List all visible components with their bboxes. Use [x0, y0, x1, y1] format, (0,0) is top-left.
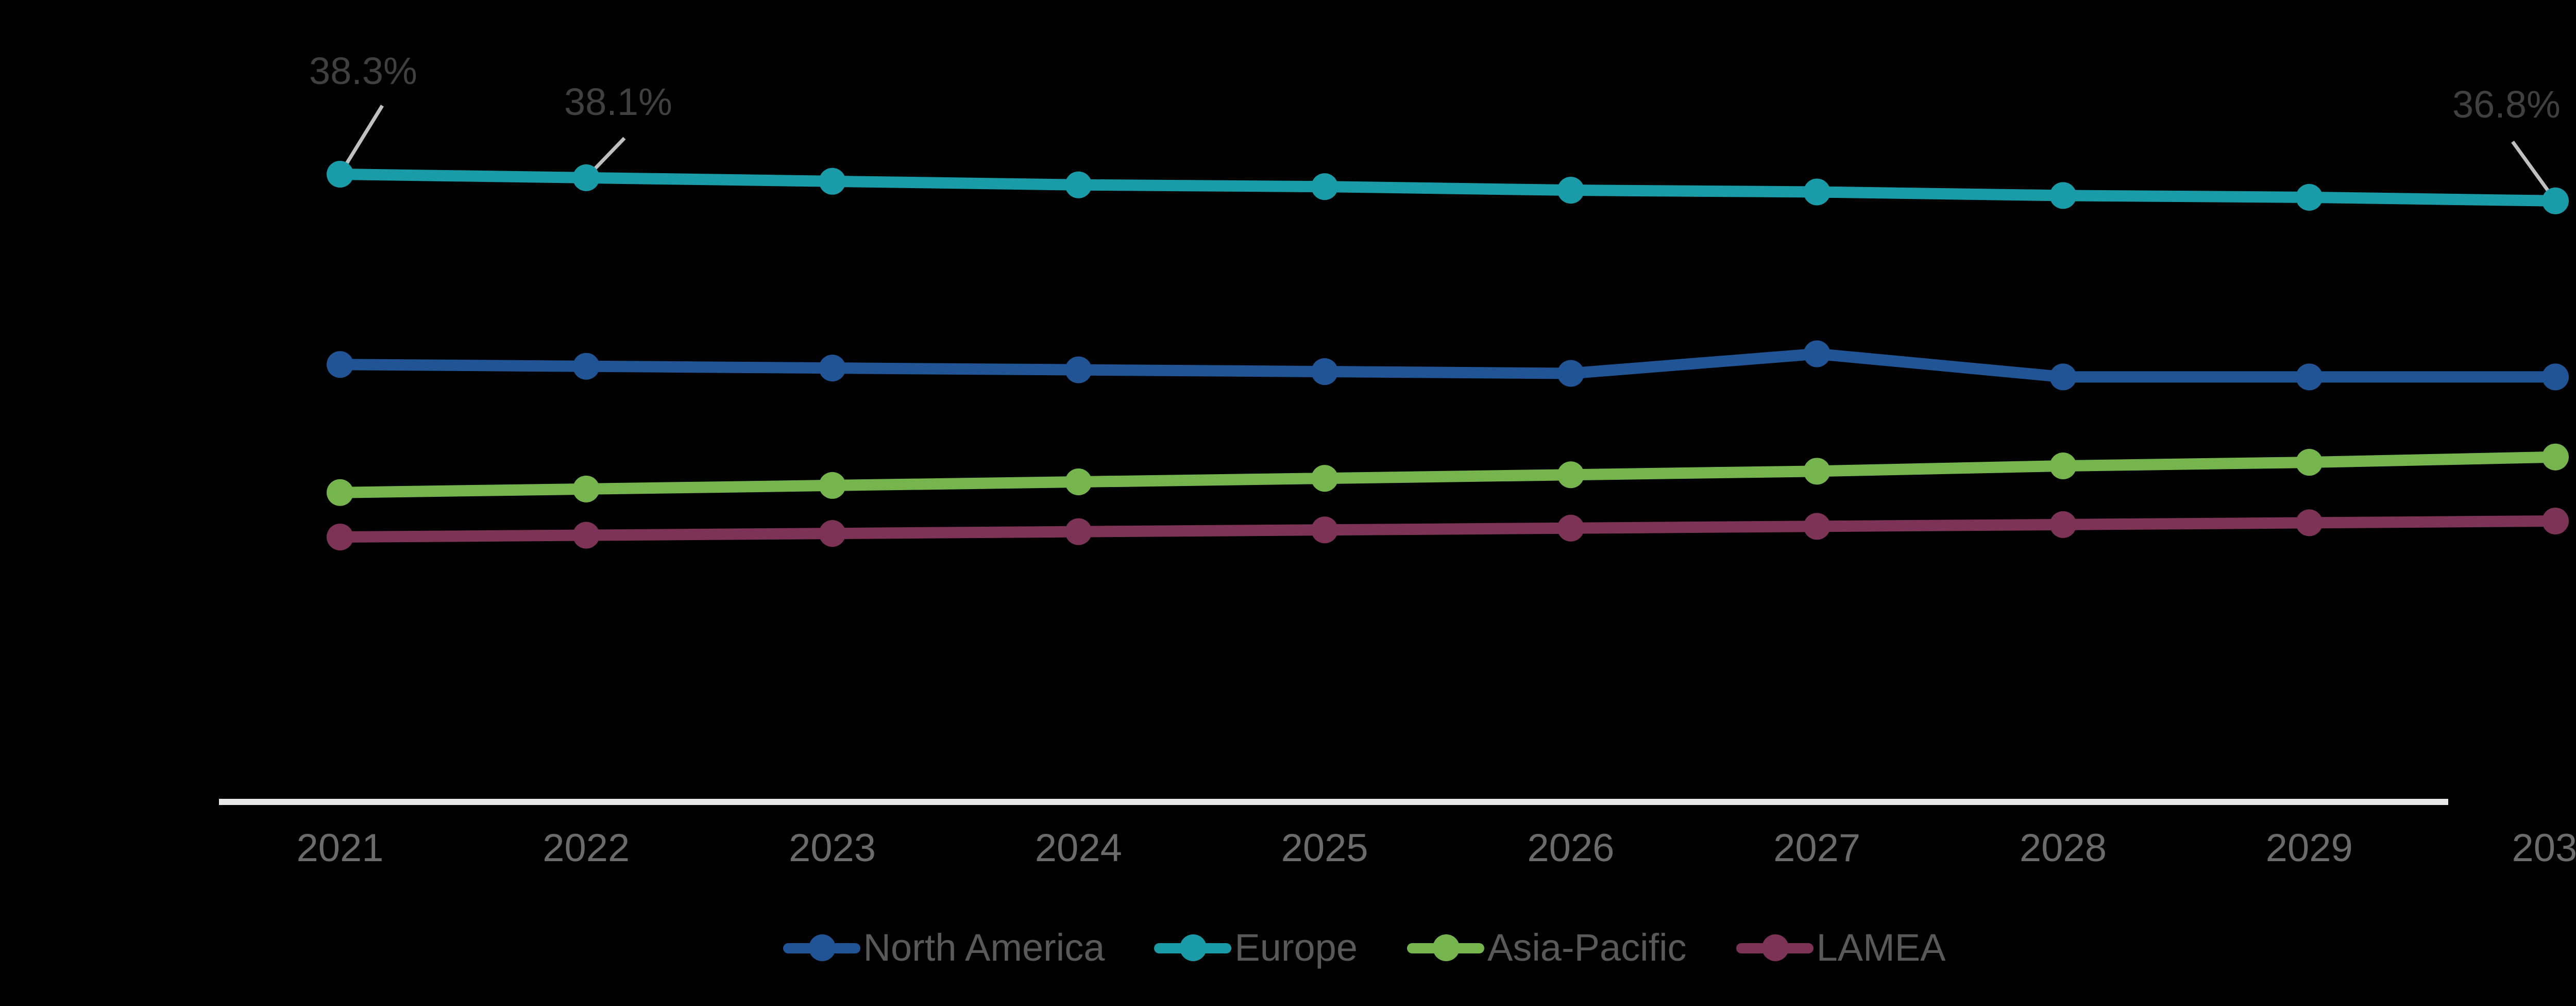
- data-point[interactable]: [1311, 173, 1338, 200]
- data-point[interactable]: [2542, 187, 2569, 214]
- legend-item-asia-pacific[interactable]: Asia-Pacific: [1407, 926, 1687, 969]
- data-point[interactable]: [1557, 360, 1584, 387]
- data-point[interactable]: [1803, 458, 1831, 485]
- data-point[interactable]: [1065, 356, 1092, 383]
- series-line: [334, 348, 2561, 383]
- data-point[interactable]: [2049, 452, 2077, 479]
- data-point[interactable]: [1065, 468, 1092, 496]
- data-point[interactable]: [1311, 358, 1338, 385]
- legend-marker-icon: [1407, 932, 1484, 963]
- data-point[interactable]: [1065, 518, 1092, 545]
- legend-marker-dot: [1761, 934, 1789, 961]
- legend-marker-icon: [1154, 932, 1232, 963]
- data-point[interactable]: [1311, 516, 1338, 544]
- data-point[interactable]: [1557, 514, 1584, 542]
- series-north-america: [327, 340, 2569, 391]
- x-axis-tick-label-2026: 2026: [1527, 826, 1615, 870]
- legend-item-label: North America: [863, 926, 1105, 969]
- x-axis-tick-label-2021: 2021: [296, 826, 384, 870]
- data-point[interactable]: [2296, 363, 2323, 391]
- data-point[interactable]: [2049, 182, 2077, 209]
- data-point[interactable]: [2542, 363, 2569, 391]
- legend-marker-icon: [1736, 932, 1814, 963]
- legend-item-label: LAMEA: [1816, 926, 1946, 969]
- data-point[interactable]: [327, 524, 353, 550]
- data-point[interactable]: [327, 479, 353, 506]
- legend-marker-dot: [1433, 934, 1460, 961]
- data-point[interactable]: [819, 520, 846, 547]
- x-axis-tick-label-2028: 2028: [2019, 826, 2107, 870]
- data-point[interactable]: [1557, 461, 1584, 489]
- data-point[interactable]: [572, 475, 600, 502]
- data-point[interactable]: [1803, 340, 1831, 367]
- x-axis-tick-label-2025: 2025: [1281, 826, 1368, 870]
- series-line: [334, 451, 2561, 498]
- series-asia-pacific: [327, 443, 2569, 506]
- data-point[interactable]: [1803, 178, 1831, 206]
- legend-item-north-america[interactable]: North America: [783, 926, 1105, 969]
- data-label-europe-2022: 38.1%: [564, 80, 672, 123]
- series-line: [334, 169, 2561, 207]
- data-point[interactable]: [1311, 465, 1338, 492]
- data-point[interactable]: [2049, 511, 2077, 538]
- data-point[interactable]: [2296, 449, 2323, 476]
- series-line: [334, 515, 2561, 543]
- legend-marker-icon: [783, 932, 860, 963]
- series-layer: [327, 161, 2569, 550]
- x-axis-tick-label-2022: 2022: [543, 826, 630, 870]
- series-lamea: [327, 507, 2569, 550]
- data-point[interactable]: [819, 167, 846, 195]
- legend-item-label: Europe: [1234, 926, 1358, 969]
- legend-marker-dot: [808, 934, 836, 961]
- chart-legend: North America Europe Asia-Pacific LAMEA: [0, 916, 2576, 978]
- data-point[interactable]: [572, 522, 600, 549]
- x-axis-tick-label-2027: 2027: [1773, 826, 1861, 870]
- x-axis-tick-label-2029: 2029: [2265, 826, 2353, 870]
- legend-marker-dot: [1180, 934, 1207, 961]
- data-point[interactable]: [2542, 507, 2569, 534]
- data-point[interactable]: [1803, 513, 1831, 540]
- data-point[interactable]: [2296, 509, 2323, 536]
- x-axis-tick-label-2023: 2023: [789, 826, 876, 870]
- data-point[interactable]: [2296, 183, 2323, 211]
- series-europe: [327, 161, 2569, 214]
- leader-line: [338, 105, 384, 175]
- data-point[interactable]: [1065, 171, 1092, 198]
- x-axis-tick-label-2030: 2030: [2512, 826, 2576, 870]
- data-point[interactable]: [327, 161, 353, 188]
- legend-item-europe[interactable]: Europe: [1154, 926, 1358, 969]
- data-label-europe-2021: 38.3%: [309, 49, 417, 92]
- data-point[interactable]: [572, 164, 600, 191]
- data-point[interactable]: [2049, 363, 2077, 391]
- data-point[interactable]: [819, 472, 846, 499]
- data-label-europe-2030: 36.8%: [2452, 83, 2561, 126]
- data-point[interactable]: [1557, 177, 1584, 204]
- data-point[interactable]: [327, 351, 353, 378]
- data-point[interactable]: [572, 353, 600, 380]
- legend-item-lamea[interactable]: LAMEA: [1736, 926, 1946, 969]
- data-point[interactable]: [2542, 443, 2569, 471]
- x-axis-tick-label-2024: 2024: [1035, 826, 1122, 870]
- legend-item-label: Asia-Pacific: [1487, 926, 1687, 969]
- data-point[interactable]: [819, 355, 846, 382]
